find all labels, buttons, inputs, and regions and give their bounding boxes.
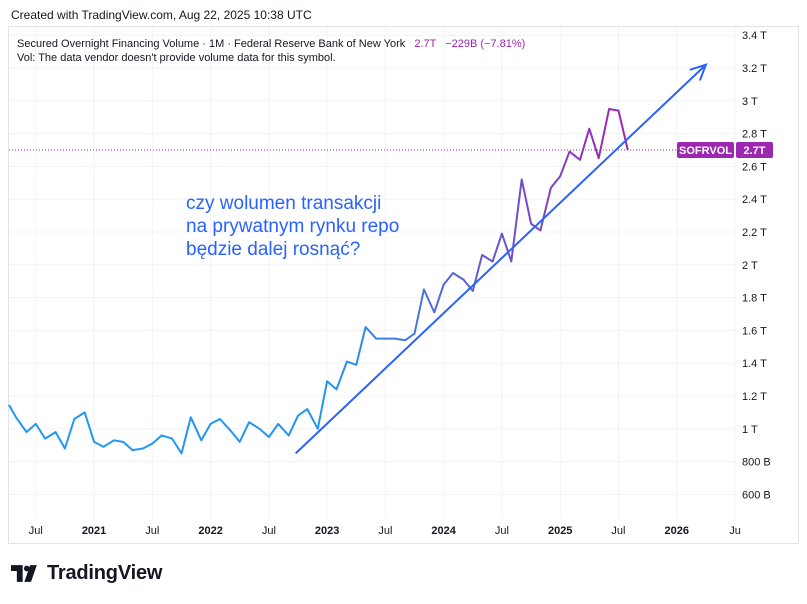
symbol-label: SOFRVOL [679,145,732,157]
price-label-value: 2.7T [743,145,765,157]
symbol-label-bg [677,142,734,158]
y-tick-label: 3 T [742,96,758,108]
y-tick-label: 1.4 T [742,358,767,370]
x-tick-label: Ju [729,525,741,537]
x-tick-label: 2025 [548,525,572,537]
y-tick-label: 2 T [742,260,758,272]
y-tick-label: 1.8 T [742,293,767,305]
y-tick-label: 1.2 T [742,391,767,403]
y-tick-label: 2.4 T [742,194,767,206]
tradingview-wordmark: TradingView [47,562,163,584]
y-tick-label: 1.6 T [742,325,767,337]
tradingview-logo[interactable]: TradingView [11,562,162,585]
y-tick-label: 2.2 T [742,227,767,239]
trend-arrow-line[interactable] [294,63,707,455]
x-tick-label: Jul [611,525,625,537]
price-label-bg [736,142,773,158]
created-with-text: Created with TradingView.com, Aug 22, 20… [11,8,312,22]
x-tick-label: Jul [262,525,276,537]
trend-arrow-head [689,63,708,81]
y-tick-label: 3.4 T [742,30,767,42]
y-tick-label: 800 B [742,457,771,469]
volume-note: Vol: The data vendor doesn't provide vol… [17,52,336,64]
x-tick-label: 2026 [664,525,688,537]
legend: Secured Overnight Financing Volume · 1M … [17,36,525,52]
legend-change: −229B (−7.81%) [445,38,526,50]
x-tick-label: 2023 [315,525,339,537]
annotation-text[interactable]: czy wolumen transakcji na prywatnym rynk… [186,193,400,260]
y-tick-label: 2.6 T [742,161,767,173]
x-tick-label: 2024 [431,525,456,537]
x-tick-label: 2022 [198,525,222,537]
series-title[interactable]: Secured Overnight Financing Volume · 1M … [17,38,406,50]
chart-pane[interactable] [8,26,799,544]
y-tick-label: 1 T [742,424,758,436]
x-tick-label: Jul [29,525,43,537]
x-tick-label: Jul [378,525,392,537]
x-tick-label: Jul [145,525,159,537]
y-tick-label: 2.8 T [742,129,767,141]
x-tick-label: 2021 [82,525,106,537]
legend-last-value: 2.7T [414,38,437,50]
y-tick-label: 600 B [742,489,771,501]
x-tick-label: Jul [495,525,509,537]
series-line-sofrvol[interactable] [8,108,629,455]
y-tick-label: 3.2 T [742,63,767,75]
tradingview-logo-icon [11,565,37,582]
